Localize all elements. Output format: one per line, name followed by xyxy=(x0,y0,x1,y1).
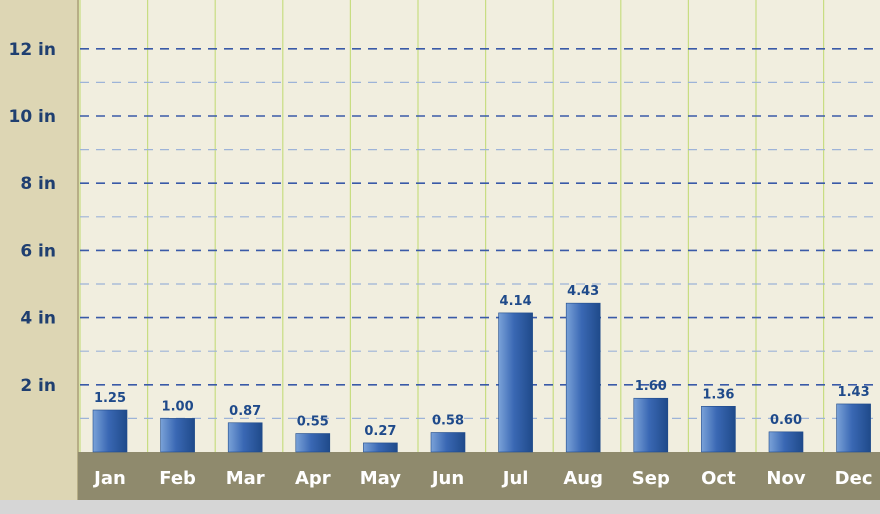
value-label-apr: 0.55 xyxy=(297,415,329,430)
y-tick-label: 12 in xyxy=(8,40,56,60)
value-label-jun: 0.58 xyxy=(432,414,464,429)
y-axis-tick-labels: 2 in 4 in 6 in 8 in 10 in 12 in xyxy=(8,40,56,396)
bar-apr xyxy=(295,433,331,453)
horizontal-gridlines xyxy=(80,47,880,419)
value-label-sep: 1.60 xyxy=(635,379,667,394)
bar-aug xyxy=(565,302,601,453)
bar-feb xyxy=(160,418,195,453)
x-tick-label-jul: Jul xyxy=(501,468,529,489)
x-tick-label-oct: Oct xyxy=(701,468,736,489)
bottom-frame xyxy=(0,500,880,514)
value-label-jul: 4.14 xyxy=(500,294,532,309)
bar-sep xyxy=(633,397,669,453)
value-label-jan: 1.25 xyxy=(94,391,126,406)
value-label-oct: 1.36 xyxy=(702,387,734,402)
bar-dec xyxy=(836,403,871,453)
x-tick-label-dec: Dec xyxy=(835,468,873,489)
x-tick-label-jan: Jan xyxy=(92,468,126,489)
x-tick-label-feb: Feb xyxy=(159,468,196,489)
y-tick-label: 4 in xyxy=(20,309,56,329)
y-tick-label: 6 in xyxy=(20,241,56,261)
value-label-nov: 0.60 xyxy=(770,413,802,428)
bar-jun xyxy=(430,432,466,453)
y-axis-panel xyxy=(0,0,78,500)
y-tick-label: 10 in xyxy=(8,107,56,127)
x-tick-label-mar: Mar xyxy=(226,468,265,489)
bar-jul xyxy=(498,312,533,453)
y-tick-label: 8 in xyxy=(20,174,56,194)
x-axis-tick-labels: Jan Feb Mar Apr May Jun Jul Aug Sep Oct Nov Dec xyxy=(92,468,872,489)
bar-value-labels: 1.25 1.00 0.87 0.55 0.27 0.58 4.14 4.43 1.60 1.36… xyxy=(94,284,870,439)
bar-may xyxy=(363,442,398,453)
value-label-feb: 1.00 xyxy=(162,399,194,414)
y-tick-label: 2 in xyxy=(20,376,56,396)
value-label-mar: 0.87 xyxy=(229,404,261,419)
value-label-aug: 4.43 xyxy=(567,284,599,299)
vertical-gridlines xyxy=(79,0,825,452)
bar-mar xyxy=(227,422,263,453)
x-tick-label-nov: Nov xyxy=(766,468,805,489)
x-tick-label-aug: Aug xyxy=(563,468,603,489)
x-axis-band xyxy=(78,452,880,500)
x-tick-label-jun: Jun xyxy=(430,468,464,489)
value-label-may: 0.27 xyxy=(364,424,396,439)
bar-oct xyxy=(701,406,736,453)
x-tick-label-apr: Apr xyxy=(295,468,331,489)
x-tick-label-sep: Sep xyxy=(632,468,670,489)
bars xyxy=(92,302,871,453)
plot-background xyxy=(78,0,880,452)
x-tick-label-may: May xyxy=(360,468,402,489)
value-label-dec: 1.43 xyxy=(838,385,870,400)
bar-nov xyxy=(768,431,804,453)
bar-jan xyxy=(92,409,128,453)
